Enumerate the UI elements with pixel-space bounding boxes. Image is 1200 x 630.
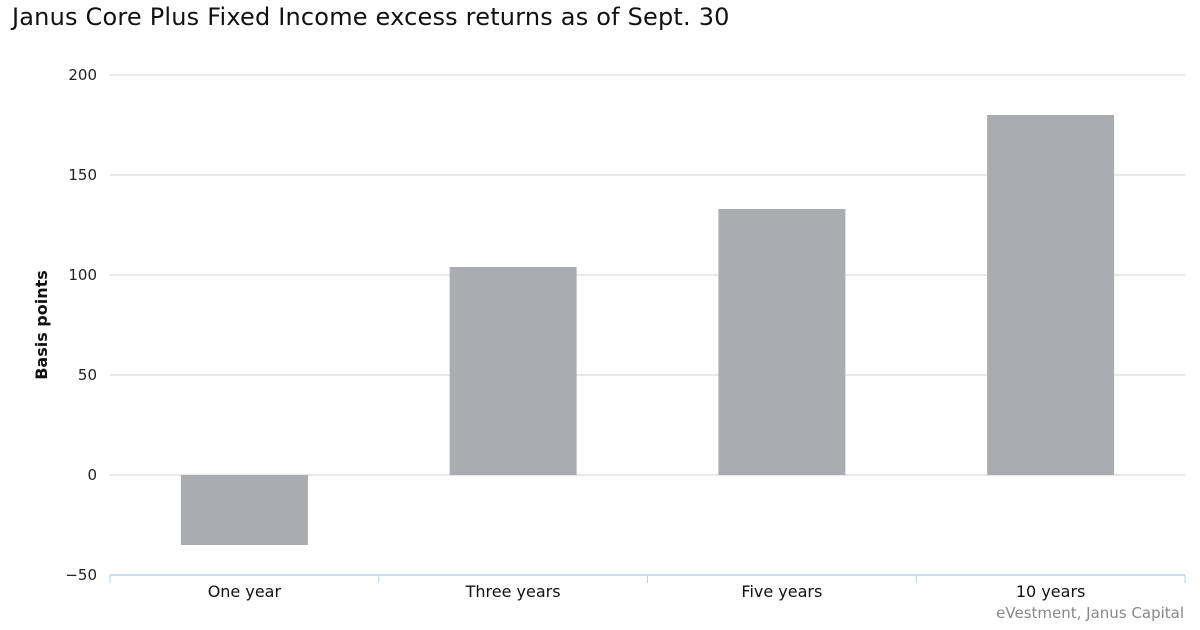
bar-three-years	[449, 267, 577, 475]
y-tick-label: 0	[87, 466, 97, 484]
x-category-labels: One year Three years Five years 10 years	[208, 582, 1086, 601]
y-axis-label: Basis points	[32, 270, 51, 380]
x-category-label: Three years	[465, 582, 561, 601]
x-axis	[109, 574, 1186, 583]
chart-title: Janus Core Plus Fixed Income excess retu…	[12, 3, 730, 31]
source-credit: eVestment, Janus Capital	[996, 604, 1184, 622]
x-category-label: Five years	[741, 582, 822, 601]
bar-five-years	[718, 209, 846, 475]
x-category-label: One year	[208, 582, 282, 601]
y-tick-label: 150	[68, 166, 97, 184]
y-tick-label: −50	[65, 566, 97, 584]
bar-one-year	[180, 475, 308, 545]
x-category-label: 10 years	[1016, 582, 1085, 601]
y-tick-label: 100	[68, 266, 97, 284]
bars	[180, 115, 1115, 545]
y-tick-labels: −50 0 50 100 150 200	[65, 66, 97, 584]
bar-10-years	[987, 115, 1115, 475]
y-tick-label: 50	[78, 366, 97, 384]
y-tick-label: 200	[68, 66, 97, 84]
